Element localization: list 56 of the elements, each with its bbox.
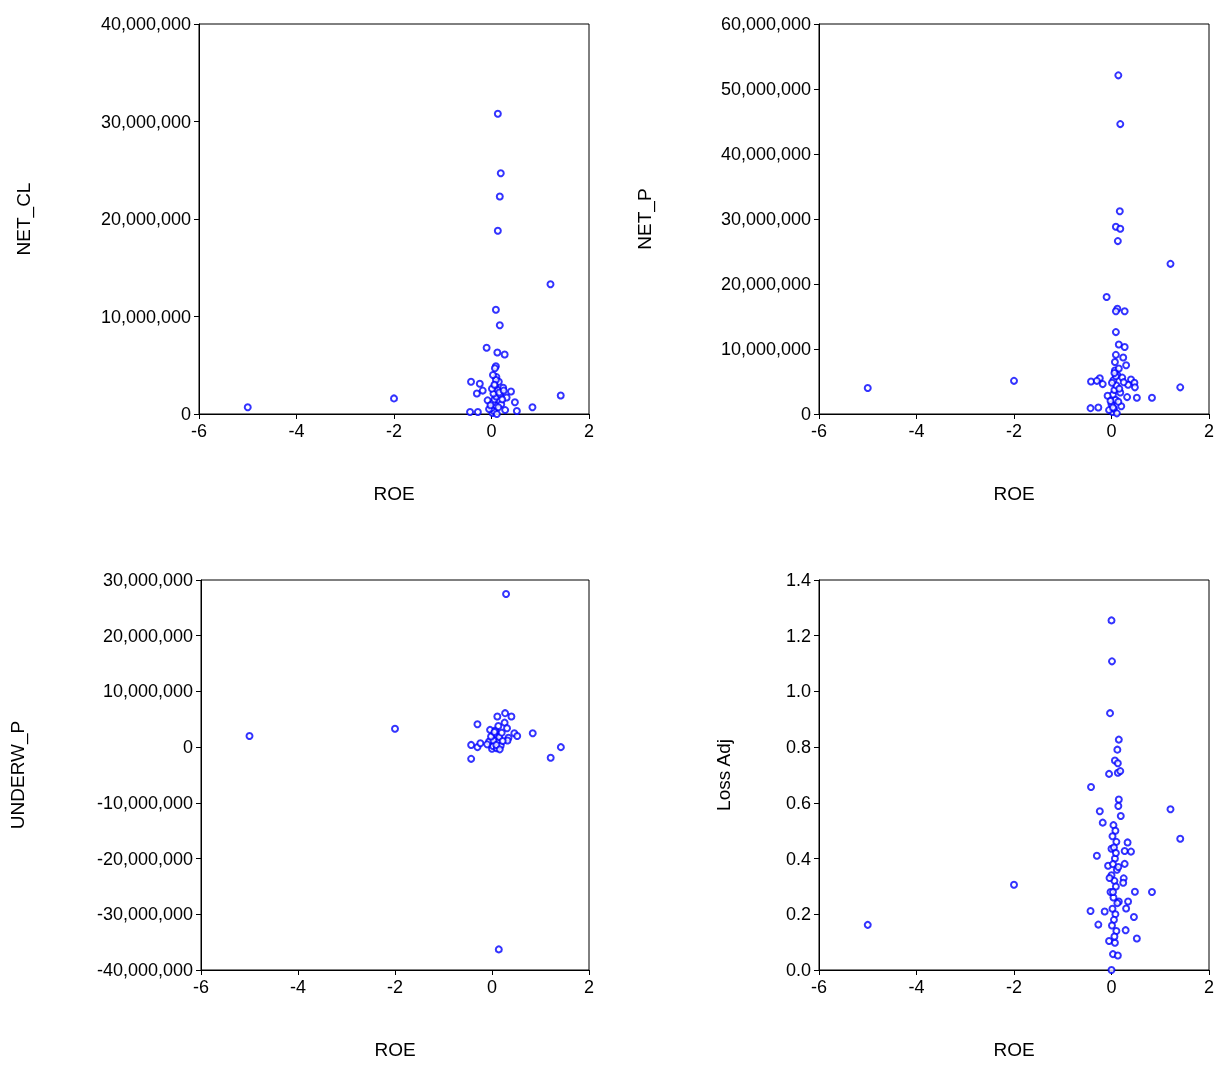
y-axis-title: NET_P	[634, 188, 656, 250]
y-tick-label: 40,000,000	[720, 144, 811, 164]
x-tick-label: 2	[1203, 421, 1215, 441]
x-tick-label: -2	[1005, 421, 1023, 441]
x-tick-label: -6	[810, 977, 828, 997]
y-tick-label: 20,000,000	[100, 209, 191, 229]
y-tick-label: 0.8	[785, 737, 811, 758]
x-tick-label: -4	[289, 977, 307, 997]
y-tick-label: 10,000,000	[720, 339, 811, 359]
x-tick-label: 0	[1106, 977, 1117, 997]
x-tick-label: -4	[908, 977, 925, 997]
y-tick-label: -10,000,000	[96, 792, 193, 813]
y-tick-label: 60,000,000	[720, 14, 811, 34]
y-tick-label: 20,000,000	[720, 274, 811, 294]
y-tick-label: -20,000,000	[96, 848, 193, 869]
x-axis-title: ROE	[993, 483, 1035, 504]
x-tick-label: 0	[1106, 421, 1117, 441]
y-axis-title: UNDERW_P	[7, 720, 29, 830]
x-tick-label: 2	[583, 977, 595, 997]
x-axis-title: ROE	[993, 1039, 1035, 1060]
y-tick-label: 1.0	[785, 681, 811, 702]
y-tick-label: 0	[180, 404, 191, 424]
y-tick-label: 0.6	[785, 792, 811, 813]
y-tick-label: 1.2	[785, 625, 811, 646]
y-axis-title: Loss Adj	[713, 739, 734, 811]
x-tick-label: -2	[385, 421, 403, 441]
y-tick-label: 10,000,000	[100, 306, 191, 327]
y-tick-label: 0.0	[785, 960, 811, 980]
x-tick-label: 0	[486, 421, 497, 441]
y-axis-title: NET_CL	[13, 182, 35, 256]
y-tick-label: 50,000,000	[720, 79, 811, 99]
y-tick-label: 1.4	[785, 570, 811, 590]
x-tick-label: 2	[1203, 977, 1215, 997]
x-tick-label: -4	[908, 421, 925, 441]
y-tick-label: -30,000,000	[96, 904, 193, 925]
y-tick-label: 30,000,000	[100, 111, 191, 132]
x-tick-label: -6	[810, 421, 828, 441]
y-tick-label: 30,000,000	[102, 570, 193, 590]
x-axis-title: ROE	[373, 483, 415, 504]
y-tick-label: 0.4	[785, 848, 811, 869]
x-tick-label: -4	[288, 421, 305, 441]
x-tick-label: -2	[1005, 977, 1023, 997]
y-tick-label: 0.2	[785, 904, 811, 925]
y-tick-label: 0	[182, 737, 193, 758]
y-tick-label: 10,000,000	[102, 681, 193, 702]
y-tick-label: 0	[800, 404, 811, 424]
y-tick-label: 20,000,000	[102, 625, 193, 646]
x-tick-label: -6	[190, 421, 208, 441]
y-tick-label: -40,000,000	[96, 960, 193, 980]
x-axis-title: ROE	[374, 1039, 416, 1060]
x-tick-label: -6	[192, 977, 210, 997]
y-tick-label: 30,000,000	[720, 209, 811, 229]
y-tick-label: 40,000,000	[100, 14, 191, 34]
x-tick-label: -2	[386, 977, 404, 997]
x-tick-label: 2	[583, 421, 595, 441]
x-tick-label: 0	[486, 977, 498, 997]
